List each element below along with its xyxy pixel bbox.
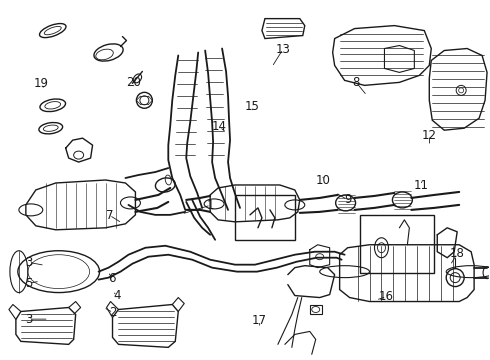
Text: 7: 7 — [105, 209, 113, 222]
Text: 3: 3 — [25, 312, 33, 326]
Text: 4: 4 — [113, 289, 121, 302]
Text: 19: 19 — [33, 77, 49, 90]
Text: 11: 11 — [413, 179, 428, 192]
Bar — [360, 215, 434, 273]
Text: 20: 20 — [126, 76, 141, 89]
Text: 3: 3 — [25, 256, 33, 269]
Text: 15: 15 — [245, 100, 260, 113]
Text: 9: 9 — [344, 193, 351, 206]
Text: 16: 16 — [379, 290, 394, 303]
Text: 5: 5 — [25, 277, 33, 290]
Text: 6: 6 — [108, 272, 116, 285]
Text: 1: 1 — [207, 199, 215, 212]
Text: 18: 18 — [450, 247, 465, 260]
Text: 17: 17 — [252, 314, 267, 327]
Text: 2: 2 — [109, 306, 117, 319]
Text: 12: 12 — [422, 129, 437, 142]
Bar — [310, 305, 322, 315]
Text: 13: 13 — [276, 42, 291, 55]
Text: 8: 8 — [353, 76, 360, 89]
Text: 10: 10 — [316, 174, 331, 187]
Text: 14: 14 — [212, 121, 227, 134]
Bar — [235, 195, 295, 240]
